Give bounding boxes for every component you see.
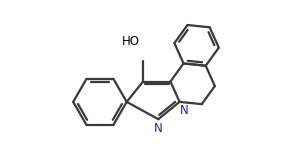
Text: N: N: [154, 122, 163, 135]
Text: N: N: [180, 105, 189, 117]
Text: HO: HO: [121, 35, 140, 48]
